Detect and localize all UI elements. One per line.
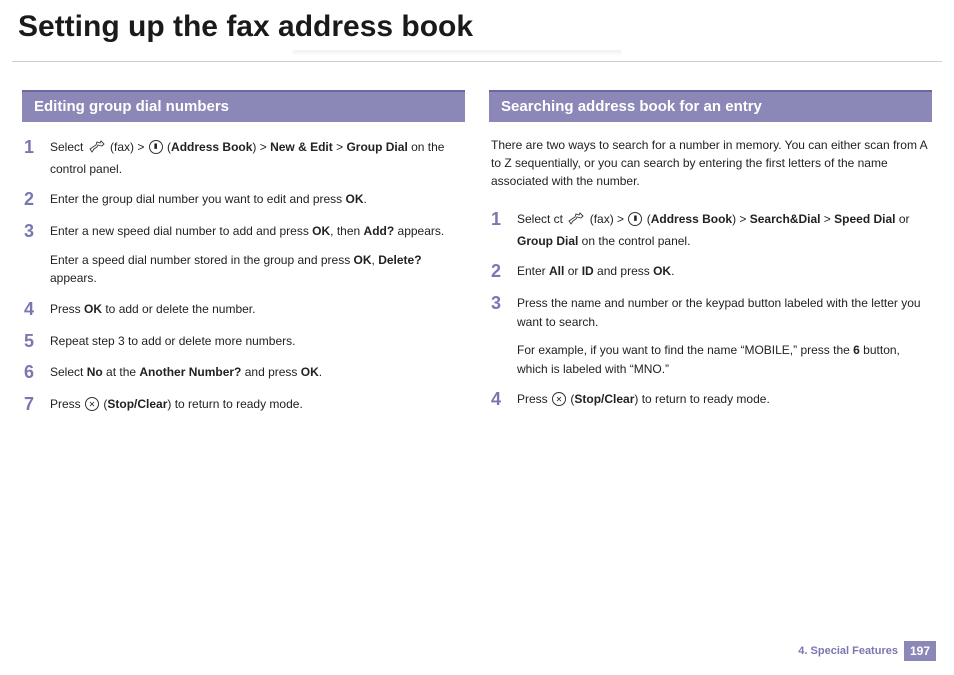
step-number: 6 <box>24 363 38 383</box>
step: 5 Repeat step 3 to add or delete more num… <box>22 326 465 358</box>
step-number: 2 <box>24 190 38 210</box>
step-body: Press OK to add or delete the number. <box>50 300 255 319</box>
address-book-icon <box>149 140 163 154</box>
page-footer: 4. Special Features 197 <box>798 641 936 661</box>
step-body: Press the name and number or the keypad … <box>517 294 930 378</box>
step: 2 Enter All or ID and press OK. <box>489 256 932 288</box>
left-column: Editing group dial numbers 1 Select (fax)… <box>22 90 465 421</box>
step: 1 Select ct (fax) > (Address Book) > Sear… <box>489 204 932 256</box>
fax-icon <box>567 212 585 232</box>
stop-clear-icon <box>552 392 566 406</box>
step: 4 Press (Stop/Clear) to return to ready m… <box>489 384 932 416</box>
step-body: Press (Stop/Clear) to return to ready mo… <box>517 390 770 409</box>
step-number: 1 <box>24 138 38 158</box>
step-number: 4 <box>491 390 505 410</box>
step-body: Enter All or ID and press OK. <box>517 262 674 281</box>
fax-icon <box>88 140 106 160</box>
step-number: 2 <box>491 262 505 282</box>
step: 1 Select (fax) > (Address Book) > New & E… <box>22 132 465 184</box>
step-body: Select No at the Another Number? and pre… <box>50 363 322 382</box>
step-number: 1 <box>491 210 505 230</box>
content-columns: Editing group dial numbers 1 Select (fax)… <box>0 62 954 421</box>
right-section-header: Searching address book for an entry <box>489 90 932 122</box>
step: 2 Enter the group dial number you want to… <box>22 184 465 216</box>
page-number-badge: 197 <box>904 641 936 661</box>
step-number: 4 <box>24 300 38 320</box>
step-number: 3 <box>24 222 38 242</box>
step-body: Enter a new speed dial number to add and… <box>50 222 463 288</box>
left-steps: 1 Select (fax) > (Address Book) > New & E… <box>22 122 465 421</box>
step: 3 Press the name and number or the keypad… <box>489 288 932 384</box>
step-body: Enter the group dial number you want to … <box>50 190 367 209</box>
step: 4 Press OK to add or delete the number. <box>22 294 465 326</box>
step: 6 Select No at the Another Number? and pr… <box>22 357 465 389</box>
step-number: 3 <box>491 294 505 314</box>
step: 3 Enter a new speed dial number to add an… <box>22 216 465 294</box>
right-steps: 1 Select ct (fax) > (Address Book) > Sear… <box>489 194 932 416</box>
address-book-icon <box>628 212 642 226</box>
right-intro-text: There are two ways to search for a numbe… <box>489 122 932 194</box>
step-number: 5 <box>24 332 38 352</box>
stop-clear-icon <box>85 397 99 411</box>
step-body: Repeat step 3 to add or delete more numb… <box>50 332 295 351</box>
step: 7 Press (Stop/Clear) to return to ready m… <box>22 389 465 421</box>
step-body: Press (Stop/Clear) to return to ready mo… <box>50 395 303 414</box>
page-title: Setting up the fax address book <box>0 0 954 48</box>
step-body: Select ct (fax) > (Address Book) > Searc… <box>517 210 930 250</box>
step-number: 7 <box>24 395 38 415</box>
right-column: Searching address book for an entry Ther… <box>489 90 932 421</box>
left-section-header: Editing group dial numbers <box>22 90 465 122</box>
chapter-label: 4. Special Features <box>798 645 898 657</box>
step-body: Select (fax) > (Address Book) > New & Ed… <box>50 138 463 178</box>
title-rule <box>12 48 942 62</box>
